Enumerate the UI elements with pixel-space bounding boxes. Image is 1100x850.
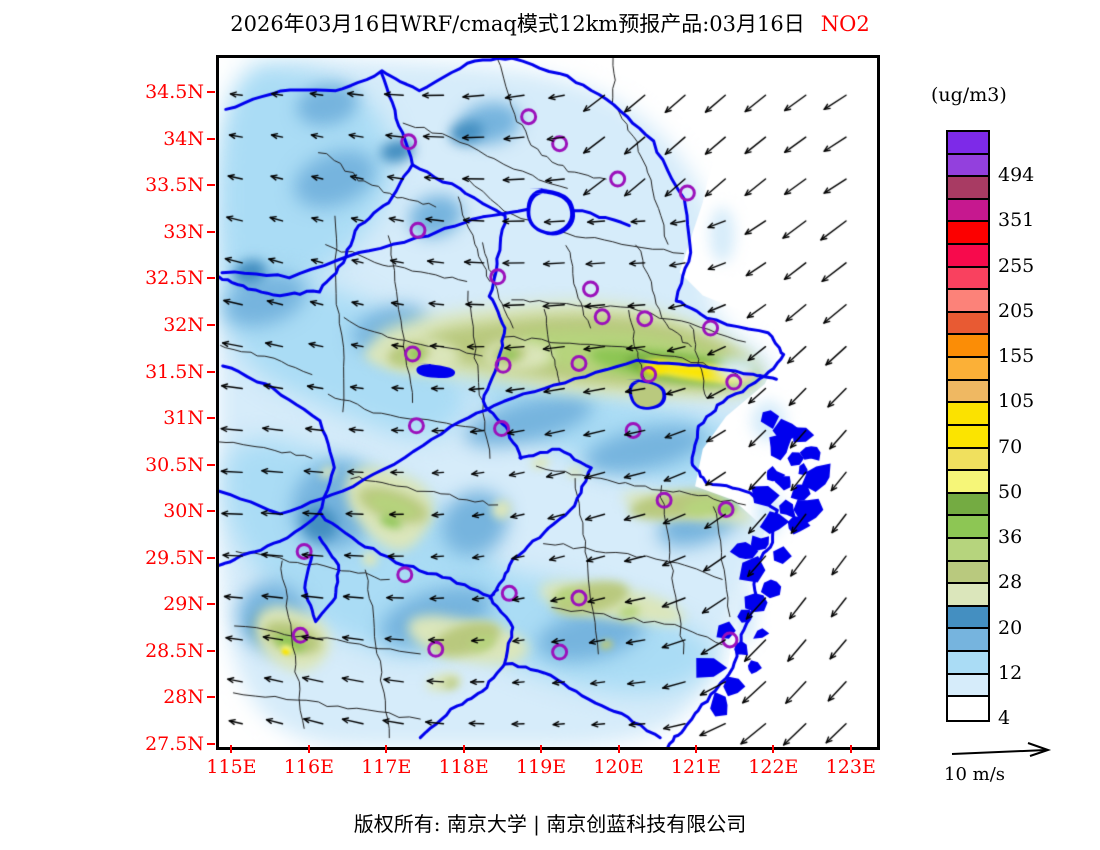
colorbar-swatch[interactable]: [948, 199, 988, 223]
colorbar-swatch[interactable]: [948, 697, 988, 720]
lat-tick-label: 32N: [163, 314, 204, 336]
lat-tick-mark: [207, 277, 215, 280]
lat-tick-label: 34N: [163, 127, 204, 150]
colorbar-swatch[interactable]: [948, 538, 988, 562]
lon-tick-label: 120E: [593, 756, 644, 778]
title-main-text: 2026年03月16日WRF/cmaq模式12km预报产品:03月16日: [230, 12, 805, 36]
lat-tick-mark: [207, 370, 215, 373]
colorbar-swatch[interactable]: [948, 245, 988, 268]
colorbar-swatch[interactable]: [948, 471, 988, 494]
colorbar-swatch[interactable]: [948, 629, 988, 653]
colorbar-tick-label: 12: [998, 661, 1023, 684]
colorbar-swatch[interactable]: [948, 493, 988, 517]
colorbar-swatch[interactable]: [948, 267, 988, 291]
colorbar-swatch[interactable]: [948, 606, 988, 630]
colorbar-swatch[interactable]: [948, 584, 988, 607]
colorbar-swatch[interactable]: [948, 358, 988, 381]
lon-tick-mark: [462, 745, 465, 753]
map-plot-area[interactable]: [216, 55, 880, 750]
colorbar-swatch[interactable]: [948, 403, 988, 426]
colorbar-swatch[interactable]: [948, 154, 988, 178]
colorbar-unit-label: (ug/m3): [931, 84, 1007, 106]
colorbar-tick-label: 255: [998, 254, 1035, 277]
lon-tick-label: 117E: [361, 756, 412, 778]
colorbar-swatch[interactable]: [948, 652, 988, 675]
colorbar-tick-label: 50: [998, 480, 1023, 503]
colorbar-tick-label: 70: [998, 435, 1023, 458]
lat-tick-label: 32.5N: [145, 267, 204, 290]
lat-tick-label: 27.5N: [145, 733, 204, 755]
lat-tick-label: 29.5N: [145, 546, 204, 569]
lat-tick-mark: [207, 696, 215, 699]
colorbar-swatch[interactable]: [948, 674, 988, 698]
arrow-right-icon: [951, 742, 1052, 757]
colorbar-swatch[interactable]: [948, 312, 988, 336]
lat-tick-label: 28N: [163, 686, 204, 709]
lon-tick-label: 116E: [283, 756, 334, 778]
colorbar-tick-label: 494: [998, 164, 1035, 187]
colorbar-tick-label: 20: [998, 616, 1023, 639]
map-raster-canvas[interactable]: [219, 58, 877, 747]
colorbar-tick-label: 155: [998, 345, 1035, 368]
lon-tick-mark: [694, 745, 697, 753]
title-species-label: NO2: [820, 12, 870, 36]
lon-tick-mark: [307, 745, 310, 753]
colorbar-swatch[interactable]: [948, 335, 988, 359]
wind-scale-label: 10 m/s: [944, 764, 1005, 785]
lat-tick-mark: [207, 510, 215, 513]
colorbar-swatch[interactable]: [948, 516, 988, 539]
lat-tick-mark: [207, 463, 215, 466]
lat-tick-label: 33N: [163, 220, 204, 243]
colorbar-swatch[interactable]: [948, 561, 988, 585]
colorbar-tick-label: 351: [998, 209, 1035, 232]
lat-tick-mark: [207, 603, 215, 606]
lon-tick-label: 115E: [206, 756, 257, 778]
colorbar-swatch[interactable]: [948, 448, 988, 472]
lat-tick-mark: [207, 184, 215, 187]
lat-tick-mark: [207, 137, 215, 140]
page-title: 2026年03月16日WRF/cmaq模式12km预报产品:03月16日 NO2: [0, 8, 1100, 38]
colorbar-tick-label: 205: [998, 299, 1035, 322]
lat-tick-mark: [207, 230, 215, 233]
lon-tick-mark: [617, 745, 620, 753]
lat-tick-label: 31.5N: [145, 360, 204, 383]
lat-tick-label: 30N: [163, 500, 204, 523]
lon-tick-label: 123E: [825, 756, 876, 778]
colorbar-tick-label: 4: [998, 707, 1011, 729]
lon-tick-label: 122E: [748, 756, 799, 778]
lat-tick-label: 34.5N: [145, 81, 204, 104]
lat-tick-mark: [207, 324, 215, 326]
lat-tick-mark: [207, 649, 215, 652]
lon-tick-mark: [849, 745, 852, 753]
lat-tick-mark: [207, 91, 215, 94]
lat-tick-label: 30.5N: [145, 453, 204, 476]
lat-tick-mark: [207, 556, 215, 559]
colorbar-tick-label: 36: [998, 526, 1023, 549]
lon-tick-mark: [772, 745, 775, 753]
lat-tick-mark: [207, 417, 215, 420]
colorbar-swatch[interactable]: [948, 177, 988, 200]
colorbar-swatch[interactable]: [948, 290, 988, 313]
colorbar-swatch[interactable]: [948, 380, 988, 404]
lon-tick-mark: [540, 745, 543, 753]
lat-tick-label: 31N: [163, 407, 204, 430]
lat-tick-label: 28.5N: [145, 639, 204, 662]
colorbar-tick-label: 105: [998, 390, 1035, 413]
colorbar-swatch[interactable]: [948, 132, 988, 155]
lat-tick-label: 29N: [163, 593, 204, 616]
lon-tick-mark: [385, 745, 388, 753]
lon-tick-label: 119E: [516, 756, 567, 778]
colorbar-swatch[interactable]: [948, 425, 988, 449]
lon-tick-label: 118E: [438, 756, 489, 778]
lon-tick-mark: [230, 745, 233, 753]
colorbar[interactable]: [946, 130, 990, 722]
lat-tick-label: 33.5N: [145, 174, 204, 197]
colorbar-swatch[interactable]: [948, 222, 988, 246]
lon-tick-label: 121E: [670, 756, 721, 778]
colorbar-tick-label: 28: [998, 571, 1023, 594]
lat-tick-mark: [207, 743, 215, 745]
copyright-footer: 版权所有: 南京大学 | 南京创蓝科技有限公司: [353, 812, 747, 836]
